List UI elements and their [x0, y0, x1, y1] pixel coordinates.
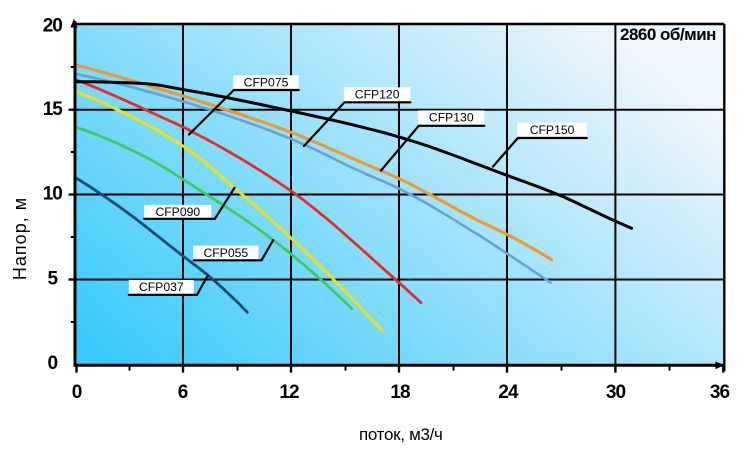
svg-text:20: 20: [43, 16, 63, 37]
svg-text:24: 24: [498, 382, 519, 403]
svg-text:CFP090: CFP090: [155, 205, 200, 219]
svg-text:0: 0: [48, 353, 58, 374]
svg-text:18: 18: [390, 382, 410, 403]
svg-text:CFP075: CFP075: [244, 76, 289, 90]
svg-text:36: 36: [710, 382, 730, 403]
svg-text:поток, м3/ч: поток, м3/ч: [359, 425, 443, 444]
svg-text:12: 12: [279, 382, 299, 403]
svg-text:5: 5: [48, 269, 59, 290]
svg-text:Напор, м: Напор, м: [10, 197, 30, 280]
svg-text:30: 30: [606, 382, 626, 403]
svg-text:0: 0: [72, 382, 82, 403]
svg-text:CFP130: CFP130: [429, 111, 474, 125]
svg-text:10: 10: [43, 184, 63, 205]
svg-text:CFP055: CFP055: [203, 246, 248, 260]
svg-text:2860 об/мин: 2860 об/мин: [620, 25, 716, 44]
svg-text:CFP037: CFP037: [139, 280, 184, 294]
svg-text:CFP150: CFP150: [530, 123, 575, 137]
svg-text:CFP120: CFP120: [355, 88, 400, 102]
svg-text:6: 6: [178, 382, 188, 403]
svg-text:15: 15: [43, 99, 64, 120]
